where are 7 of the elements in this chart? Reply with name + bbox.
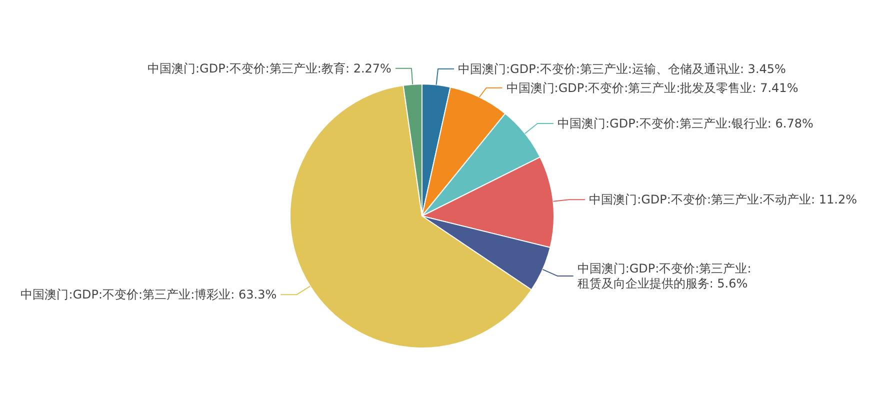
slice-label: 中国澳门:GDP:不变价:第三产业:租赁及向企业提供的服务: 5.6% — [577, 261, 752, 290]
slice-label: 中国澳门:GDP:不变价:第三产业:银行业: 6.78% — [557, 116, 814, 130]
slice-label: 中国澳门:GDP:不变价:第三产业:批发及零售业: 7.41% — [506, 80, 798, 95]
slice-label: 中国澳门:GDP:不变价:第三产业:不动产业: 11.2% — [589, 192, 858, 207]
slice-label: 中国澳门:GDP:不变价:第三产业:博彩业: 63.3% — [20, 288, 277, 302]
slice-label: 中国澳门:GDP:不变价:第三产业:运输、仓储及通讯业: 3.45% — [458, 62, 786, 76]
slice-label: 中国澳门:GDP:不变价:第三产业:教育: 2.27% — [148, 61, 392, 76]
